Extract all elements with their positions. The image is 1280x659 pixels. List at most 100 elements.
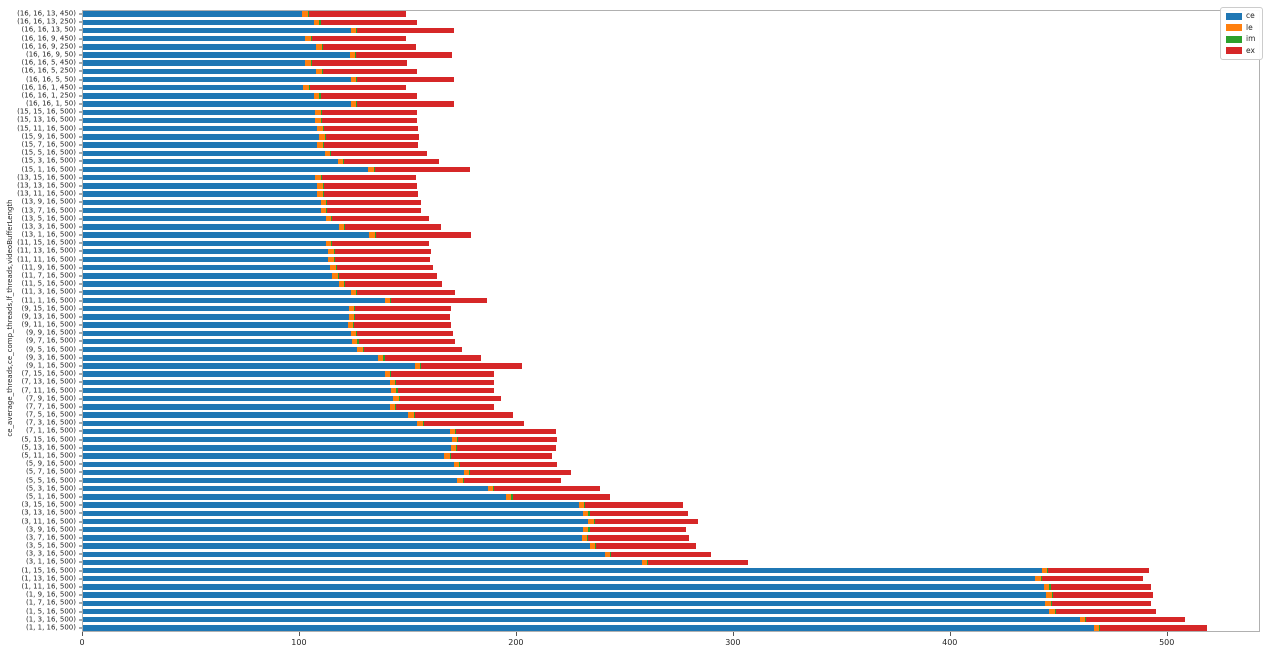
bar-segment-ce — [83, 371, 385, 377]
y-tick-label: (13, 15, 16, 500) — [17, 173, 76, 182]
bar-segment-ce — [83, 567, 1042, 574]
bar-segment-ex — [421, 363, 523, 369]
bar-segment-le — [589, 543, 595, 549]
bar-segment-im — [307, 11, 309, 17]
legend-label: ex — [1246, 45, 1255, 55]
y-tick-label: (1, 1, 16, 500) — [26, 623, 76, 632]
bar-segment-im — [322, 142, 324, 148]
y-tick-mark — [78, 62, 82, 64]
bar-segment-ex — [357, 27, 454, 34]
bar-segment-ex — [450, 453, 552, 459]
y-tick-mark — [78, 38, 82, 40]
bar-segment-ex — [358, 338, 456, 345]
bar-segment-le — [583, 510, 589, 517]
y-tick-mark — [78, 455, 82, 457]
bar-segment-le — [337, 158, 344, 165]
bar-segment-im — [331, 240, 333, 246]
bar-segment-ce — [83, 526, 584, 533]
bar-segment-le — [305, 60, 311, 66]
y-tick-label: (11, 1, 16, 500) — [21, 296, 76, 305]
bar-segment-ce — [83, 215, 326, 222]
y-tick-mark — [78, 439, 82, 441]
bar-segment-ce — [83, 101, 351, 107]
bar-row — [83, 617, 1186, 623]
bar-segment-ce — [83, 396, 394, 402]
bar-segment-im — [325, 207, 328, 214]
y-tick-mark — [78, 521, 82, 522]
bar-row — [83, 600, 1152, 607]
bar-segment-im — [647, 559, 649, 566]
bar-segment-ex — [357, 330, 453, 336]
bar-segment-ex — [457, 445, 556, 451]
y-tick-label: (16, 16, 1, 250) — [21, 91, 76, 100]
legend-entry-ex: ex — [1226, 45, 1255, 55]
x-tick-mark — [298, 632, 300, 636]
bar-row — [83, 199, 422, 206]
bar-segment-ex — [458, 436, 557, 443]
y-tick-mark — [78, 13, 82, 15]
x-tick-mark — [82, 632, 83, 636]
y-tick-label: (15, 1, 16, 500) — [21, 165, 76, 174]
y-tick-mark — [78, 185, 82, 187]
bar-segment-le — [463, 469, 470, 476]
bar-segment-im — [395, 404, 397, 410]
bar-segment-ex — [357, 76, 454, 83]
bar-segment-ex — [311, 60, 408, 66]
bar-segment-ex — [1086, 617, 1186, 623]
bar-segment-ex — [375, 232, 472, 238]
bar-row — [83, 52, 452, 58]
y-tick-mark — [78, 504, 82, 506]
bar-segment-ce — [83, 240, 326, 246]
bar-row — [83, 158, 439, 165]
y-tick-mark — [78, 594, 82, 596]
y-tick-label: (3, 5, 16, 500) — [26, 541, 76, 550]
y-tick-mark — [78, 242, 82, 244]
bar-segment-ex — [391, 297, 487, 304]
y-tick-label: (9, 5, 16, 500) — [26, 345, 76, 354]
bar-row — [83, 453, 552, 459]
y-tick-mark — [78, 234, 82, 236]
bar-segment-im — [344, 224, 346, 230]
bar-row — [83, 371, 495, 377]
bar-row — [83, 526, 687, 533]
bar-row — [83, 625, 1207, 631]
bar-row — [83, 404, 495, 410]
bar-row — [83, 436, 557, 443]
legend-label: le — [1246, 22, 1253, 32]
y-tick-mark — [78, 537, 82, 539]
x-tick-label: 400 — [942, 638, 958, 647]
bar-row — [83, 608, 1156, 615]
bar-segment-im — [322, 183, 324, 189]
y-tick-label: (13, 3, 16, 500) — [21, 222, 76, 231]
bar-segment-im — [1049, 584, 1051, 590]
bar-segment-ce — [83, 379, 390, 386]
y-tick-label: (5, 7, 16, 500) — [26, 467, 76, 476]
bar-segment-im — [333, 256, 335, 263]
bar-row — [83, 125, 419, 132]
y-tick-mark — [78, 218, 82, 220]
bar-segment-im — [1040, 576, 1042, 582]
bar-row — [83, 461, 557, 467]
bar-segment-ce — [83, 60, 306, 66]
y-tick-label: (9, 3, 16, 500) — [26, 353, 76, 362]
bar-segment-le — [328, 248, 334, 255]
bar-segment-ex — [396, 379, 495, 386]
bar-segment-im — [343, 158, 345, 165]
bar-segment-ce — [83, 256, 329, 263]
y-tick-label: (9, 11, 16, 500) — [21, 320, 76, 329]
bar-segment-im — [1051, 592, 1053, 598]
y-tick-label: (15, 15, 16, 500) — [17, 107, 76, 116]
y-tick-mark — [78, 54, 82, 56]
y-tick-label: (5, 11, 16, 500) — [21, 451, 76, 460]
bar-row — [83, 379, 495, 386]
bar-segment-im — [1085, 617, 1087, 623]
bar-segment-im — [594, 543, 597, 549]
bar-segment-le — [588, 518, 594, 525]
bar-segment-im — [356, 27, 358, 34]
bar-segment-ce — [83, 232, 370, 238]
bar-row — [83, 109, 418, 115]
y-tick-mark — [78, 414, 82, 416]
bar-segment-le — [391, 387, 397, 394]
bar-segment-im — [356, 101, 358, 107]
